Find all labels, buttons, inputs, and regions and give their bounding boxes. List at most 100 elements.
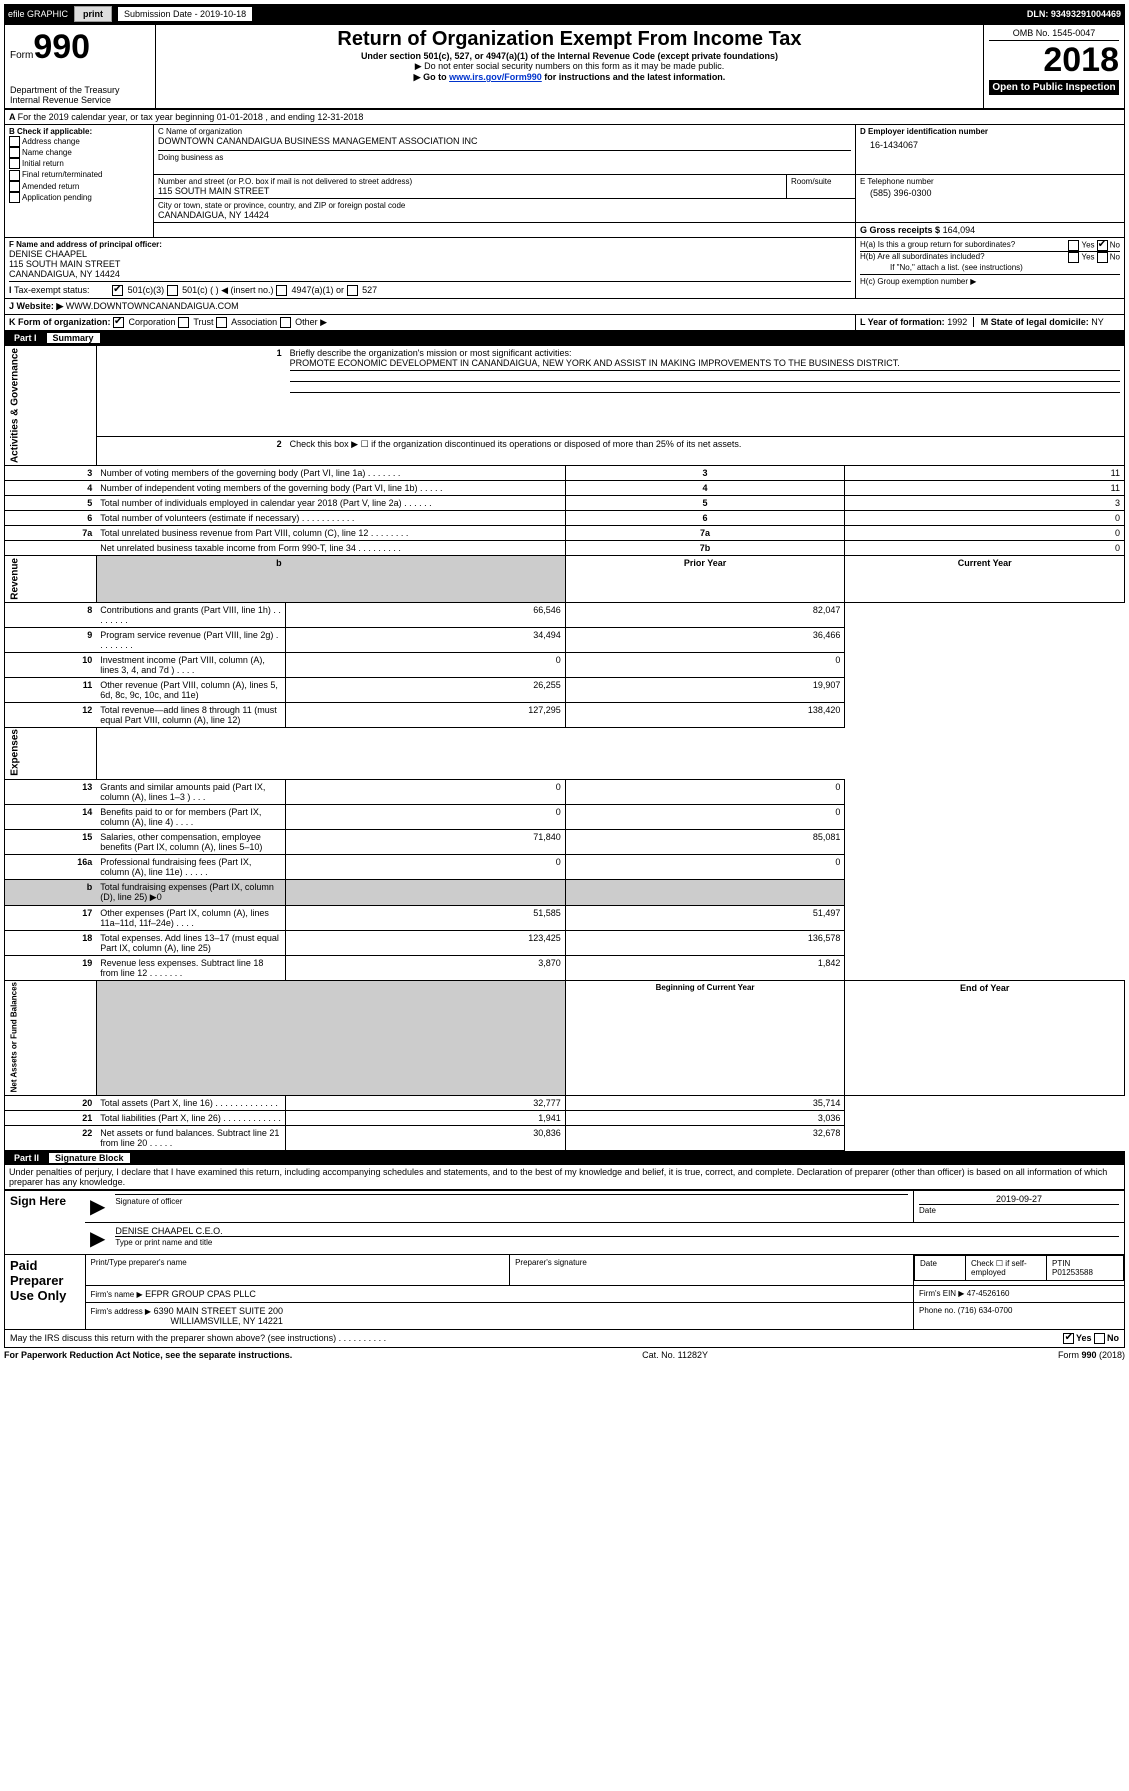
ein: 16-1434067 <box>860 136 1120 150</box>
prior-value: 1,941 <box>286 1111 566 1126</box>
current-value: 36,466 <box>565 627 845 652</box>
ha-yes-checkbox[interactable] <box>1068 240 1079 251</box>
dba-label: Doing business as <box>158 150 851 162</box>
line-box: 7b <box>565 541 845 556</box>
firm-ein-label: Firm's EIN ▶ <box>919 1289 964 1298</box>
current-value: 82,047 <box>565 602 845 627</box>
b-option-label: Name change <box>22 148 72 157</box>
b-label: B Check if applicable: <box>9 127 92 136</box>
k-checkbox[interactable] <box>178 317 189 328</box>
m-label: M State of legal domicile: <box>981 317 1089 327</box>
line-desc: Program service revenue (Part VIII, line… <box>96 627 285 652</box>
k-checkbox[interactable] <box>280 317 291 328</box>
ha-label: H(a) Is this a group return for subordin… <box>860 240 1015 249</box>
line-desc: Grants and similar amounts paid (Part IX… <box>96 779 285 804</box>
firm-addr1: 6390 MAIN STREET SUITE 200 <box>154 1306 283 1316</box>
i-checkbox[interactable] <box>276 285 287 296</box>
entity-info: A For the 2019 calendar year, or tax yea… <box>4 109 1125 331</box>
hb-no-checkbox[interactable] <box>1097 252 1108 263</box>
b-option-label: Initial return <box>22 159 64 168</box>
k-option-label: Other ▶ <box>293 317 327 327</box>
ha-no-checkbox[interactable] <box>1097 240 1108 251</box>
prior-value: 32,777 <box>286 1096 566 1111</box>
b-checkbox[interactable] <box>9 170 20 181</box>
line-value: 11 <box>845 466 1125 481</box>
gross-receipts: 164,094 <box>943 225 976 235</box>
prior-value: 0 <box>286 804 566 829</box>
current-value: 1,842 <box>565 955 845 980</box>
line-box: 5 <box>565 496 845 511</box>
form-number: 990 <box>33 28 90 66</box>
telephone: (585) 396-0300 <box>860 186 1120 206</box>
i-checkbox[interactable] <box>347 285 358 296</box>
k-label: K Form of organization: <box>9 317 111 327</box>
note-ssn: ▶ Do not enter social security numbers o… <box>161 61 978 72</box>
line-desc: Total number of volunteers (estimate if … <box>96 511 565 526</box>
addr-label: Number and street (or P.O. box if mail i… <box>158 177 782 186</box>
current-value: 51,497 <box>565 905 845 930</box>
d-label: D Employer identification number <box>860 127 988 136</box>
officer-addr1: 115 SOUTH MAIN STREET <box>9 259 851 269</box>
city-state-zip: CANANDAIGUA, NY 14424 <box>158 210 851 220</box>
b-checkbox[interactable] <box>9 158 20 169</box>
sign-here-label: Sign Here <box>5 1191 86 1255</box>
i-checkbox[interactable] <box>112 285 123 296</box>
mission: PROMOTE ECONOMIC DEVELOPMENT IN CANANDAI… <box>290 358 900 368</box>
firm-name: EFPR GROUP CPAS PLLC <box>145 1289 256 1299</box>
discuss-yes-checkbox[interactable] <box>1063 1333 1074 1344</box>
org-name: DOWNTOWN CANANDAIGUA BUSINESS MANAGEMENT… <box>158 136 851 146</box>
line-desc: Other revenue (Part VIII, column (A), li… <box>96 677 285 702</box>
type-name-label: Type or print name and title <box>115 1238 212 1247</box>
line-desc: Investment income (Part VIII, column (A)… <box>96 652 285 677</box>
prior-value: 123,425 <box>286 930 566 955</box>
i-label: Tax-exempt status: <box>14 285 90 295</box>
year-formation: 1992 <box>947 317 967 327</box>
ptin-label: PTIN <box>1052 1259 1070 1268</box>
line2: Check this box ▶ ☐ if the organization d… <box>286 437 1125 466</box>
line-desc: Total assets (Part X, line 16) . . . . .… <box>96 1096 285 1111</box>
omb-number: OMB No. 1545-0047 <box>989 28 1119 41</box>
current-value: 35,714 <box>565 1096 845 1111</box>
hb-yes-checkbox[interactable] <box>1068 252 1079 263</box>
catalog-no: Cat. No. 11282Y <box>642 1350 708 1360</box>
hc-label: H(c) Group exemption number ▶ <box>860 275 1120 286</box>
i-checkbox[interactable] <box>167 285 178 296</box>
line-box: 4 <box>565 481 845 496</box>
print-button[interactable]: print <box>74 6 112 22</box>
line-box: 6 <box>565 511 845 526</box>
b-checkbox[interactable] <box>9 181 20 192</box>
col-beginning: Beginning of Current Year <box>565 980 845 1095</box>
prep-sig-label: Preparer's signature <box>510 1255 914 1286</box>
footer: For Paperwork Reduction Act Notice, see … <box>4 1348 1125 1362</box>
dln: DLN: 93493291004469 <box>1027 9 1121 19</box>
b-checkbox[interactable] <box>9 147 20 158</box>
prior-value: 0 <box>286 854 566 879</box>
state-domicile: NY <box>1091 317 1104 327</box>
b-checkbox[interactable] <box>9 192 20 203</box>
line-box: 7a <box>565 526 845 541</box>
line-desc: Total liabilities (Part X, line 26) . . … <box>96 1111 285 1126</box>
b-checkbox[interactable] <box>9 136 20 147</box>
b-option-label: Address change <box>22 137 80 146</box>
discuss-no-checkbox[interactable] <box>1094 1333 1105 1344</box>
i-option-label: 501(c) ( ) ◀ (insert no.) <box>180 285 276 295</box>
irs-link[interactable]: www.irs.gov/Form990 <box>449 72 542 82</box>
prep-date-label: Date <box>915 1256 966 1281</box>
declaration: Under penalties of perjury, I declare th… <box>4 1165 1125 1190</box>
form-label: Form <box>10 50 33 61</box>
current-value: 136,578 <box>565 930 845 955</box>
i-option-label: 4947(a)(1) or <box>289 285 347 295</box>
form-title: Return of Organization Exempt From Incom… <box>161 28 978 51</box>
city-label: City or town, state or province, country… <box>158 201 851 210</box>
k-checkbox[interactable] <box>113 317 124 328</box>
line-desc: Total expenses. Add lines 13–17 (must eq… <box>96 930 285 955</box>
website: WWW.DOWNTOWNCANANDAIGUA.COM <box>66 301 239 311</box>
k-checkbox[interactable] <box>216 317 227 328</box>
col-end: End of Year <box>845 980 1125 1095</box>
pra-notice: For Paperwork Reduction Act Notice, see … <box>4 1350 292 1360</box>
j-label: Website: ▶ <box>17 301 64 311</box>
section-governance: Activities & Governance <box>5 346 97 466</box>
current-value: 32,678 <box>565 1126 845 1151</box>
officer-name-title: DENISE CHAAPEL C.E.O. <box>115 1226 1119 1237</box>
summary-table: Activities & Governance 1 Briefly descri… <box>4 345 1125 1151</box>
